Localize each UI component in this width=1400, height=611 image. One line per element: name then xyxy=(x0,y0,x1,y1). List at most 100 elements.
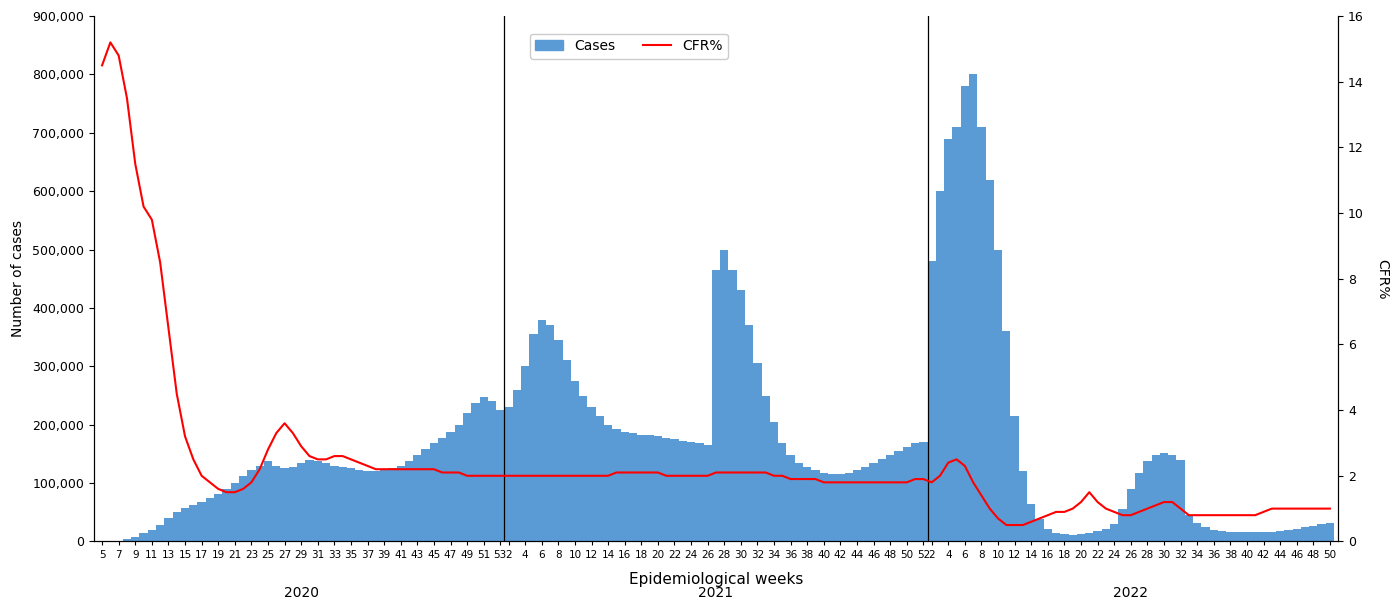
Bar xyxy=(920,442,928,541)
Bar xyxy=(496,410,504,541)
Text: 2022: 2022 xyxy=(1113,586,1148,600)
Bar xyxy=(1260,532,1267,541)
Bar xyxy=(305,459,314,541)
Bar xyxy=(1309,525,1317,541)
Bar xyxy=(720,249,728,541)
Bar xyxy=(214,494,223,541)
Y-axis label: Number of cases: Number of cases xyxy=(11,221,25,337)
Bar xyxy=(521,367,529,541)
Bar xyxy=(1068,535,1077,541)
Bar xyxy=(1326,523,1334,541)
Bar xyxy=(487,401,496,541)
Bar xyxy=(1144,461,1152,541)
Bar xyxy=(795,463,804,541)
Bar xyxy=(1184,515,1193,541)
Bar xyxy=(728,270,736,541)
Bar xyxy=(1093,531,1102,541)
Bar xyxy=(132,537,140,541)
Bar xyxy=(827,474,836,541)
Bar xyxy=(753,364,762,541)
Bar xyxy=(1176,459,1184,541)
Bar xyxy=(263,461,272,541)
Bar xyxy=(248,470,256,541)
Bar xyxy=(1218,531,1226,541)
Bar xyxy=(371,472,379,541)
Bar xyxy=(778,444,787,541)
Bar xyxy=(1043,529,1051,541)
Bar xyxy=(903,447,911,541)
Bar xyxy=(438,437,447,541)
Bar xyxy=(654,436,662,541)
Bar xyxy=(231,483,239,541)
Bar xyxy=(1243,532,1252,541)
Bar xyxy=(736,290,745,541)
X-axis label: Epidemiological weeks: Epidemiological weeks xyxy=(629,571,804,587)
Bar xyxy=(935,191,944,541)
Bar xyxy=(1028,503,1036,541)
Bar xyxy=(679,441,687,541)
Bar xyxy=(472,403,480,541)
Bar xyxy=(239,476,248,541)
Bar xyxy=(272,466,280,541)
Bar xyxy=(1193,523,1201,541)
Bar xyxy=(1301,527,1309,541)
Bar xyxy=(603,425,612,541)
Bar xyxy=(595,416,603,541)
Bar xyxy=(1210,530,1218,541)
Bar xyxy=(1119,510,1127,541)
Bar xyxy=(928,262,935,541)
Bar xyxy=(1275,531,1284,541)
Bar xyxy=(969,75,977,541)
Bar xyxy=(330,466,339,541)
Bar xyxy=(588,407,595,541)
Bar xyxy=(1292,529,1301,541)
Bar xyxy=(687,442,696,541)
Bar xyxy=(1284,530,1292,541)
Bar xyxy=(280,469,288,541)
Bar xyxy=(1252,532,1260,541)
Bar xyxy=(347,469,356,541)
Bar xyxy=(379,470,388,541)
Bar xyxy=(878,459,886,541)
Bar xyxy=(181,508,189,541)
Bar xyxy=(463,413,472,541)
Bar xyxy=(629,433,637,541)
Bar xyxy=(580,395,588,541)
Bar xyxy=(197,502,206,541)
Bar xyxy=(538,320,546,541)
Bar xyxy=(853,470,861,541)
Bar xyxy=(612,429,620,541)
Bar xyxy=(364,472,371,541)
Bar xyxy=(1060,535,1068,541)
Bar xyxy=(322,463,330,541)
Bar xyxy=(164,518,172,541)
Bar xyxy=(911,444,920,541)
Bar xyxy=(405,461,413,541)
Text: 2020: 2020 xyxy=(284,586,319,600)
Bar xyxy=(711,270,720,541)
Bar xyxy=(861,467,869,541)
Bar xyxy=(1019,472,1028,541)
Bar xyxy=(836,474,844,541)
Bar xyxy=(504,407,512,541)
Bar xyxy=(1036,519,1043,541)
Bar xyxy=(223,489,231,541)
Y-axis label: CFR%: CFR% xyxy=(1375,258,1389,299)
Bar xyxy=(297,463,305,541)
Bar xyxy=(637,434,645,541)
Bar xyxy=(256,466,263,541)
Bar xyxy=(1011,416,1019,541)
Bar xyxy=(148,530,155,541)
Bar xyxy=(314,461,322,541)
Bar xyxy=(1235,532,1243,541)
Bar xyxy=(1127,489,1135,541)
Bar xyxy=(804,467,812,541)
Bar xyxy=(1002,331,1011,541)
Bar xyxy=(512,390,521,541)
Bar xyxy=(1085,533,1093,541)
Bar xyxy=(952,127,960,541)
Legend: Cases, CFR%: Cases, CFR% xyxy=(529,34,728,59)
Bar xyxy=(671,439,679,541)
Bar xyxy=(430,444,438,541)
Bar xyxy=(844,472,853,541)
